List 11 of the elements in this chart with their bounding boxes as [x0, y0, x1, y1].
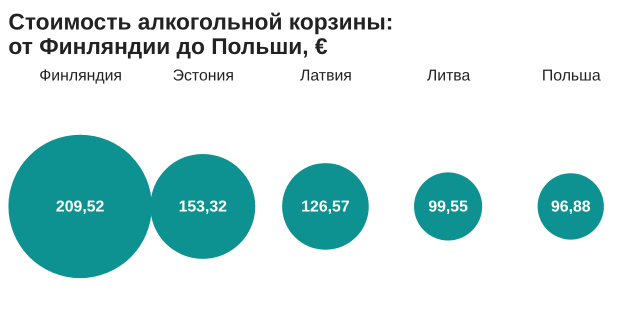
category-label: Латвия — [300, 67, 352, 84]
data-label: 99,55 — [428, 198, 468, 216]
data-label: 209,52 — [56, 198, 105, 216]
text: Стоимость алкогольной корзины: от Финляндии до Польши, € — [8, 8, 394, 60]
data-label: 126,57 — [301, 198, 350, 216]
data-label: 96,88 — [550, 198, 591, 216]
category-label: Эстония — [172, 67, 234, 84]
category-label: Литва — [426, 67, 471, 84]
category-label: Финляндия — [39, 67, 122, 84]
category-label: Польша — [542, 67, 601, 84]
data-label: 153,32 — [178, 198, 228, 216]
